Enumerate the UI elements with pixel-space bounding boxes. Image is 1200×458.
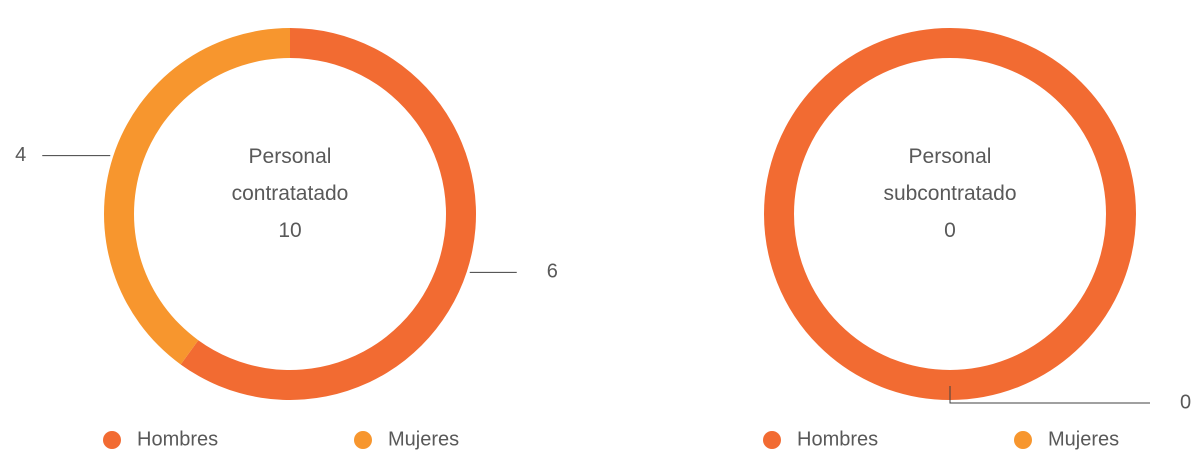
legend-marker <box>103 431 121 449</box>
legend-marker <box>1014 431 1032 449</box>
center-value: 0 <box>944 219 956 242</box>
donut-slice <box>180 28 476 400</box>
leader-line <box>949 386 1150 404</box>
center-label: Personal contratatado <box>231 145 349 205</box>
legend-label: Hombres <box>137 428 218 450</box>
legend-marker <box>763 431 781 449</box>
center-value: 10 <box>278 219 302 242</box>
empty-ring <box>764 28 1136 400</box>
legend-label: Hombres <box>797 428 878 450</box>
center-label: Personal subcontratado <box>883 145 1017 205</box>
donut-slice <box>103 28 290 365</box>
data-label: 6 <box>547 261 558 283</box>
data-label: 0 <box>1180 391 1191 413</box>
legend-marker <box>354 431 372 449</box>
legend-label: Mujeres <box>1048 428 1119 450</box>
data-label: 4 <box>15 144 26 166</box>
legend-label: Mujeres <box>388 428 459 450</box>
